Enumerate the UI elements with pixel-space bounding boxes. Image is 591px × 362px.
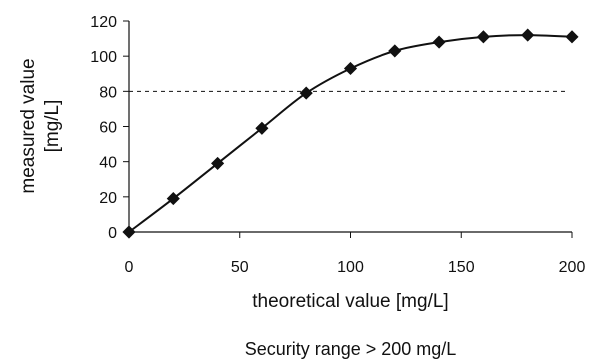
data-point-marker [432, 35, 446, 49]
x-tick-label: 50 [231, 259, 249, 276]
marker-group [122, 28, 579, 239]
x-tick-label: 100 [337, 259, 364, 276]
data-point-marker [166, 192, 180, 206]
data-point-marker [565, 30, 579, 44]
x-tick-label: 0 [125, 259, 134, 276]
y-tick-group: 0 20 40 60 80 100 120 [90, 14, 129, 242]
y-tick-label: 40 [99, 155, 117, 172]
y-tick-label: 0 [108, 225, 117, 242]
chart-caption: Security range > 200 mg/L [245, 339, 457, 359]
y-tick-label: 60 [99, 120, 117, 137]
data-point-marker [476, 30, 490, 44]
data-point-marker [299, 86, 313, 100]
plot-layer: 0 20 40 60 80 100 120 0 50 100 150 200 [90, 14, 585, 276]
data-point-marker [521, 28, 535, 42]
x-axis-title: theoretical value [mg/L] [252, 291, 448, 312]
data-point-marker [122, 225, 136, 239]
data-point-marker [388, 44, 402, 58]
x-tick-group: 0 50 100 150 200 [125, 232, 586, 276]
y-axis-title-line-2: [mg/L] [42, 100, 63, 153]
y-tick-label: 80 [99, 84, 117, 101]
x-tick-label: 150 [448, 259, 475, 276]
data-point-marker [211, 156, 225, 170]
y-tick-label: 20 [99, 190, 117, 207]
y-tick-label: 120 [90, 14, 117, 31]
data-point-marker [255, 121, 269, 135]
y-tick-label: 100 [90, 49, 117, 66]
y-axis-title-line-1: measured value [18, 58, 39, 193]
x-tick-label: 200 [559, 259, 586, 276]
data-point-marker [343, 61, 358, 76]
